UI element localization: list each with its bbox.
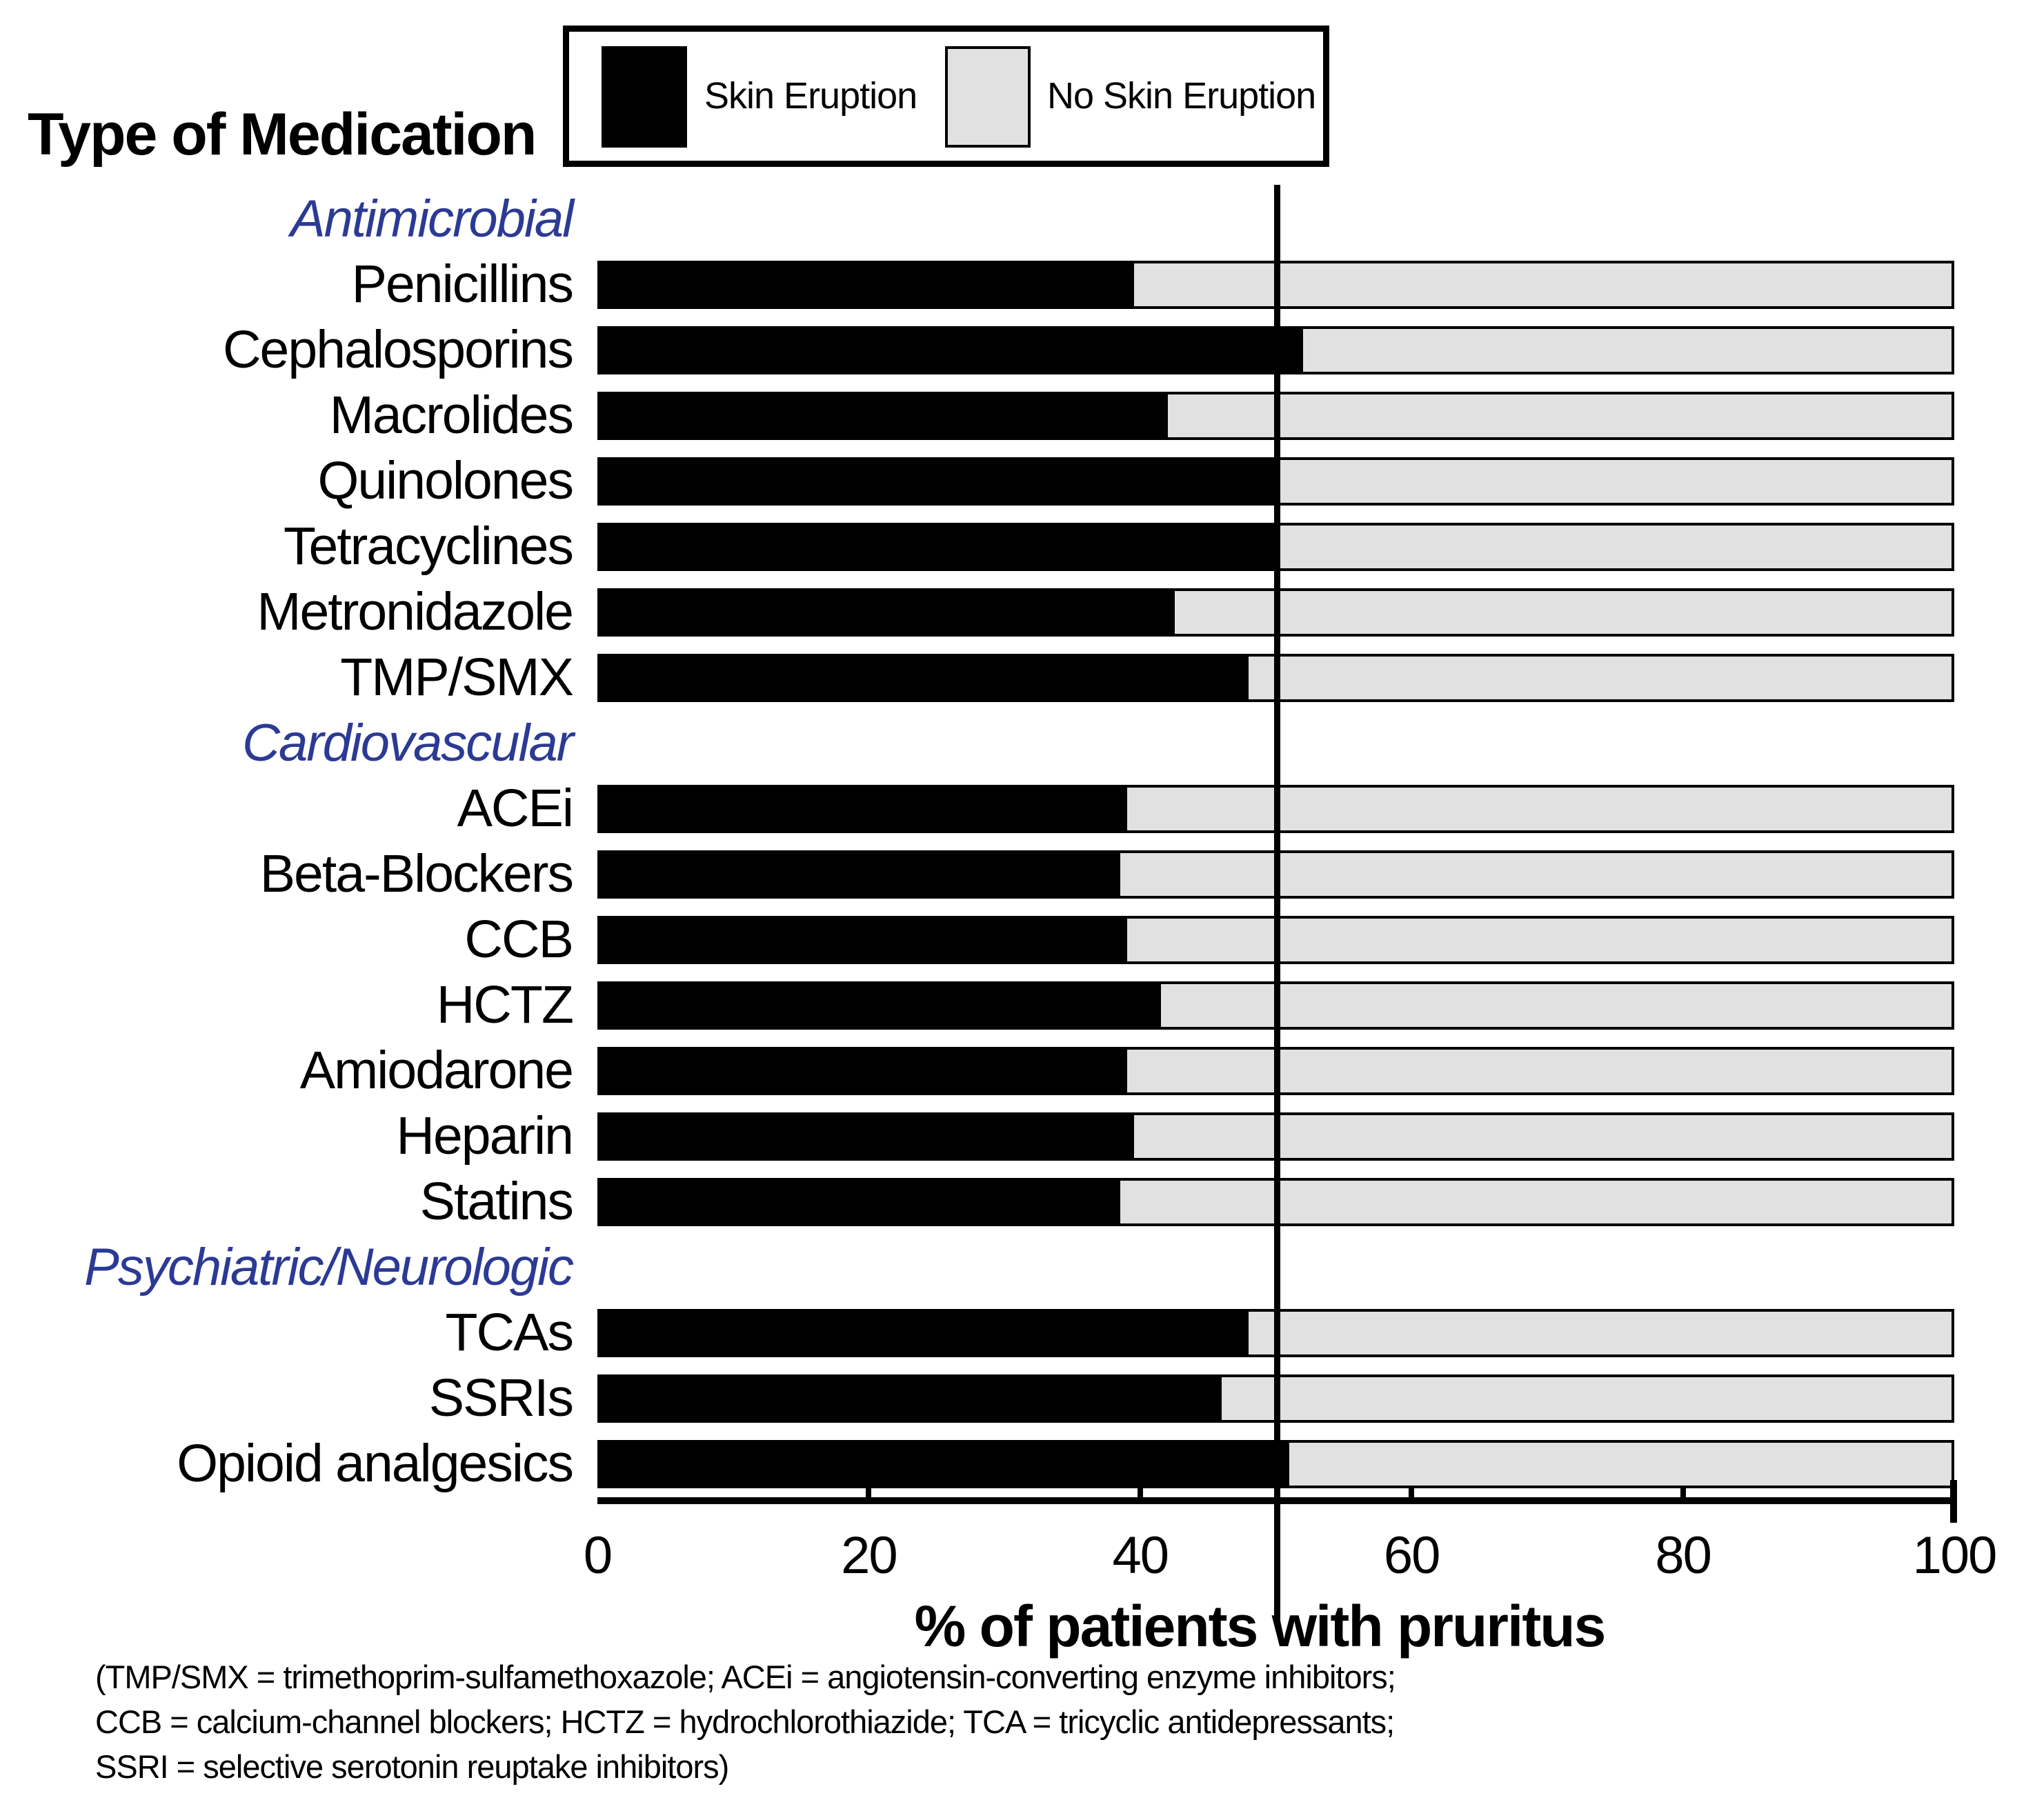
bar-fill-skin-eruption-acei <box>600 788 1127 830</box>
page-title: Type of Medication <box>28 101 537 168</box>
x-tick-label-100: 100 <box>1912 1526 1998 1585</box>
row-label-tcas: TCAs <box>445 1303 575 1362</box>
x-tick-60 <box>1409 1488 1415 1498</box>
reference-line-50pct <box>1274 185 1280 1621</box>
x-tick-20 <box>866 1488 872 1498</box>
bar-fill-skin-eruption-hctz <box>600 984 1161 1027</box>
legend-label-skin-eruption: Skin Eruption <box>704 75 917 117</box>
x-tick-label-20: 20 <box>841 1526 898 1585</box>
bar-fill-skin-eruption-tmp-smx <box>600 657 1249 699</box>
row-label-hctz: HCTZ <box>436 975 574 1034</box>
row-label-macrolides: Macrolides <box>329 386 574 445</box>
bar-fill-skin-eruption-metronidazole <box>600 591 1175 634</box>
legend-swatch-no-skin-eruption <box>945 46 1031 148</box>
footnote-line-2: CCB = calcium-channel blockers; HCTZ = h… <box>95 1703 1395 1740</box>
row-label-tmp-smx: TMP/SMX <box>340 648 574 707</box>
row-label-ccb: CCB <box>464 910 574 969</box>
bar-fill-skin-eruption-amiodarone <box>600 1050 1127 1092</box>
bar-fill-skin-eruption-tcas <box>600 1312 1249 1354</box>
row-label-beta-blockers: Beta-Blockers <box>259 844 574 903</box>
row-label-heparin: Heparin <box>396 1106 574 1166</box>
row-label-quinolones: Quinolones <box>317 451 574 510</box>
x-axis-title: % of patients with pruritus <box>914 1594 1607 1659</box>
x-axis-endcap <box>1950 1480 1957 1523</box>
row-label-ssris: SSRIs <box>428 1368 574 1428</box>
bar-fill-skin-eruption-macrolides <box>600 394 1168 437</box>
bar-fill-skin-eruption-beta-blockers <box>600 853 1121 896</box>
bar-fill-skin-eruption-quinolones <box>600 460 1276 503</box>
row-label-acei: ACEi <box>457 779 574 838</box>
footnote-line-3: SSRI = selective serotonin reuptake inhi… <box>95 1748 729 1785</box>
x-tick-label-60: 60 <box>1383 1526 1441 1585</box>
row-label-amiodarone: Amiodarone <box>299 1041 574 1100</box>
row-label-opioid-analgesics: Opioid analgesics <box>177 1434 574 1493</box>
x-tick-label-0: 0 <box>583 1526 613 1585</box>
footnote-line-1: (TMP/SMX = trimethoprim-sulfamethoxazole… <box>95 1659 1396 1695</box>
legend-label-no-skin-eruption: No Skin Eruption <box>1047 75 1316 117</box>
bar-fill-skin-eruption-cephalosporins <box>600 329 1303 372</box>
row-label-statins: Statins <box>419 1172 574 1231</box>
section-header-psychiatric-neurologic: Psychiatric/Neurologic <box>84 1238 574 1297</box>
bar-fill-skin-eruption-opioid-analgesics <box>600 1443 1290 1486</box>
bar-fill-skin-eruption-tetracyclines <box>600 526 1276 568</box>
bar-fill-skin-eruption-ssris <box>600 1377 1222 1420</box>
x-tick-40 <box>1137 1488 1143 1498</box>
legend-swatch-skin-eruption <box>602 46 687 148</box>
x-tick-80 <box>1680 1488 1686 1498</box>
row-label-tetracyclines: Tetracyclines <box>283 517 574 576</box>
bar-fill-skin-eruption-heparin <box>600 1115 1134 1158</box>
bar-fill-skin-eruption-statins <box>600 1181 1121 1223</box>
row-label-metronidazole: Metronidazole <box>257 582 574 641</box>
bar-fill-skin-eruption-penicillins <box>600 263 1134 306</box>
section-header-antimicrobial: Antimicrobial <box>290 190 574 248</box>
bar-opioid-analgesics <box>597 1440 1954 1488</box>
bar-fill-skin-eruption-ccb <box>600 919 1127 961</box>
legend-box: Skin Eruption No Skin Eruption <box>563 26 1329 167</box>
row-label-cephalosporins: Cephalosporins <box>222 320 574 379</box>
row-label-penicillins: Penicillins <box>351 254 574 314</box>
x-tick-label-40: 40 <box>1112 1526 1170 1585</box>
x-tick-label-80: 80 <box>1655 1526 1712 1585</box>
section-header-cardiovascular: Cardiovascular <box>242 714 574 772</box>
